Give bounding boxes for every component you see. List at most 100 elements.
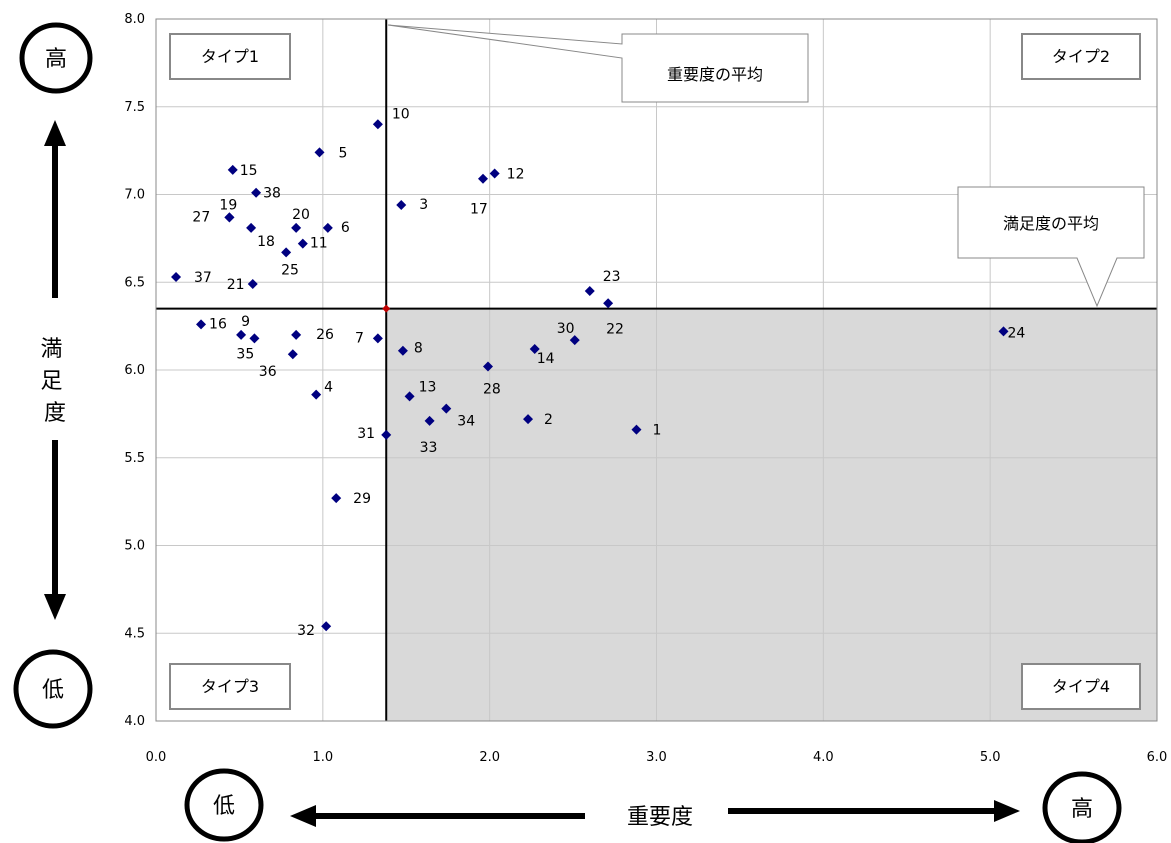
y-down-arrow <box>44 440 66 620</box>
y-high-text: 高 <box>45 47 67 72</box>
x-low-text: 低 <box>213 794 235 819</box>
quadrant-label-type4: タイプ4 <box>1052 677 1110 696</box>
quadrant-label-type3: タイプ3 <box>201 677 259 696</box>
y-tick-label: 5.0 <box>124 539 145 554</box>
point-label-28: 28 <box>483 381 501 397</box>
data-point-14 <box>529 343 540 354</box>
y-axis-title: 満 足 度 <box>40 337 69 426</box>
point-label-19: 19 <box>219 197 237 213</box>
data-point-5 <box>314 147 325 158</box>
point-label-26: 26 <box>316 327 334 343</box>
point-label-15: 15 <box>240 163 258 179</box>
data-point-6 <box>322 222 333 233</box>
point-label-12: 12 <box>507 166 525 182</box>
data-point-7 <box>372 333 383 344</box>
quadrant-box-type4: タイプ4 <box>1021 663 1141 710</box>
point-label-7: 7 <box>355 330 364 346</box>
point-label-2: 2 <box>544 412 553 428</box>
data-point-12 <box>489 168 500 179</box>
data-point-10 <box>372 119 383 130</box>
data-point-33 <box>424 415 435 426</box>
point-label-38: 38 <box>263 186 281 202</box>
quadrant-box-type2: タイプ2 <box>1021 33 1141 80</box>
point-label-6: 6 <box>341 220 350 236</box>
x-tick-label: 4.0 <box>813 750 834 765</box>
point-label-3: 3 <box>419 197 428 213</box>
x-tick-label: 3.0 <box>646 750 667 765</box>
x-axis-title: 重要度 <box>627 805 693 830</box>
point-label-13: 13 <box>419 379 437 395</box>
point-label-33: 33 <box>420 440 438 456</box>
point-label-9: 9 <box>241 314 250 330</box>
data-point-18 <box>246 222 257 233</box>
quadrant-label-type1: タイプ1 <box>201 47 259 66</box>
point-label-24: 24 <box>1008 325 1026 341</box>
data-point-34 <box>441 403 452 414</box>
point-label-23: 23 <box>603 269 621 285</box>
point-label-16: 16 <box>209 316 227 332</box>
y-tick-label: 4.0 <box>124 714 145 729</box>
point-label-25: 25 <box>281 262 299 278</box>
point-label-31: 31 <box>357 426 375 442</box>
point-label-37: 37 <box>194 270 212 286</box>
data-point-28 <box>482 361 493 372</box>
data-point-37 <box>171 271 182 282</box>
plot-frame <box>155 18 1158 722</box>
mean-point <box>382 304 391 313</box>
point-label-10: 10 <box>392 106 410 122</box>
data-point-38 <box>251 187 262 198</box>
x-tick-label: 5.0 <box>980 750 1001 765</box>
point-label-11: 11 <box>310 236 328 252</box>
data-point-3 <box>396 200 407 211</box>
x-tick-label: 2.0 <box>479 750 500 765</box>
data-point-17 <box>477 173 488 184</box>
x-tick-label: 1.0 <box>312 750 333 765</box>
quadrant-label-type2: タイプ2 <box>1052 47 1110 66</box>
data-point-29 <box>331 493 342 504</box>
y-tick-label: 5.5 <box>124 451 145 466</box>
y-high-circle: 高 <box>19 22 93 94</box>
quadrant-box-type3: タイプ3 <box>169 663 291 710</box>
x-left-arrow <box>290 805 585 827</box>
point-label-27: 27 <box>192 209 210 225</box>
y-tick-label: 8.0 <box>124 12 145 27</box>
data-point-9 <box>236 329 247 340</box>
callout-importance-mean-text: 重要度の平均 <box>667 65 763 84</box>
data-point-26 <box>291 329 302 340</box>
data-point-13 <box>404 391 415 402</box>
data-point-11 <box>297 238 308 249</box>
data-point-36 <box>287 349 298 360</box>
x-tick-label: 0.0 <box>146 750 167 765</box>
x-low-circle: 低 <box>184 768 264 842</box>
point-label-18: 18 <box>257 234 275 250</box>
point-label-32: 32 <box>297 623 315 639</box>
callout-importance-mean: 重要度の平均 <box>387 24 809 103</box>
data-point-31 <box>381 429 392 440</box>
data-point-25 <box>281 247 292 258</box>
quadrant-box-type1: タイプ1 <box>169 33 291 80</box>
point-label-21: 21 <box>227 277 245 293</box>
data-point-4 <box>311 389 322 400</box>
point-label-36: 36 <box>259 364 277 380</box>
point-label-29: 29 <box>353 491 371 507</box>
data-point-27 <box>224 212 235 223</box>
point-label-14: 14 <box>537 351 555 367</box>
point-label-35: 35 <box>236 346 254 362</box>
data-point-21 <box>247 279 258 290</box>
callout-satisfaction-mean: 満足度の平均 <box>957 186 1145 308</box>
x-high-circle: 高 <box>1042 771 1122 843</box>
data-point-1 <box>631 424 642 435</box>
data-point-24 <box>998 326 1009 337</box>
point-label-1: 1 <box>652 423 661 439</box>
y-tick-label: 6.5 <box>124 275 145 290</box>
point-label-17: 17 <box>470 202 488 218</box>
point-label-22: 22 <box>606 321 624 337</box>
point-label-8: 8 <box>414 341 423 357</box>
y-tick-label: 6.0 <box>124 363 145 378</box>
y-up-arrow <box>44 120 66 298</box>
data-point-32 <box>321 621 332 632</box>
x-right-arrow <box>728 800 1020 822</box>
data-point-23 <box>584 286 595 297</box>
y-low-circle: 低 <box>13 649 93 729</box>
